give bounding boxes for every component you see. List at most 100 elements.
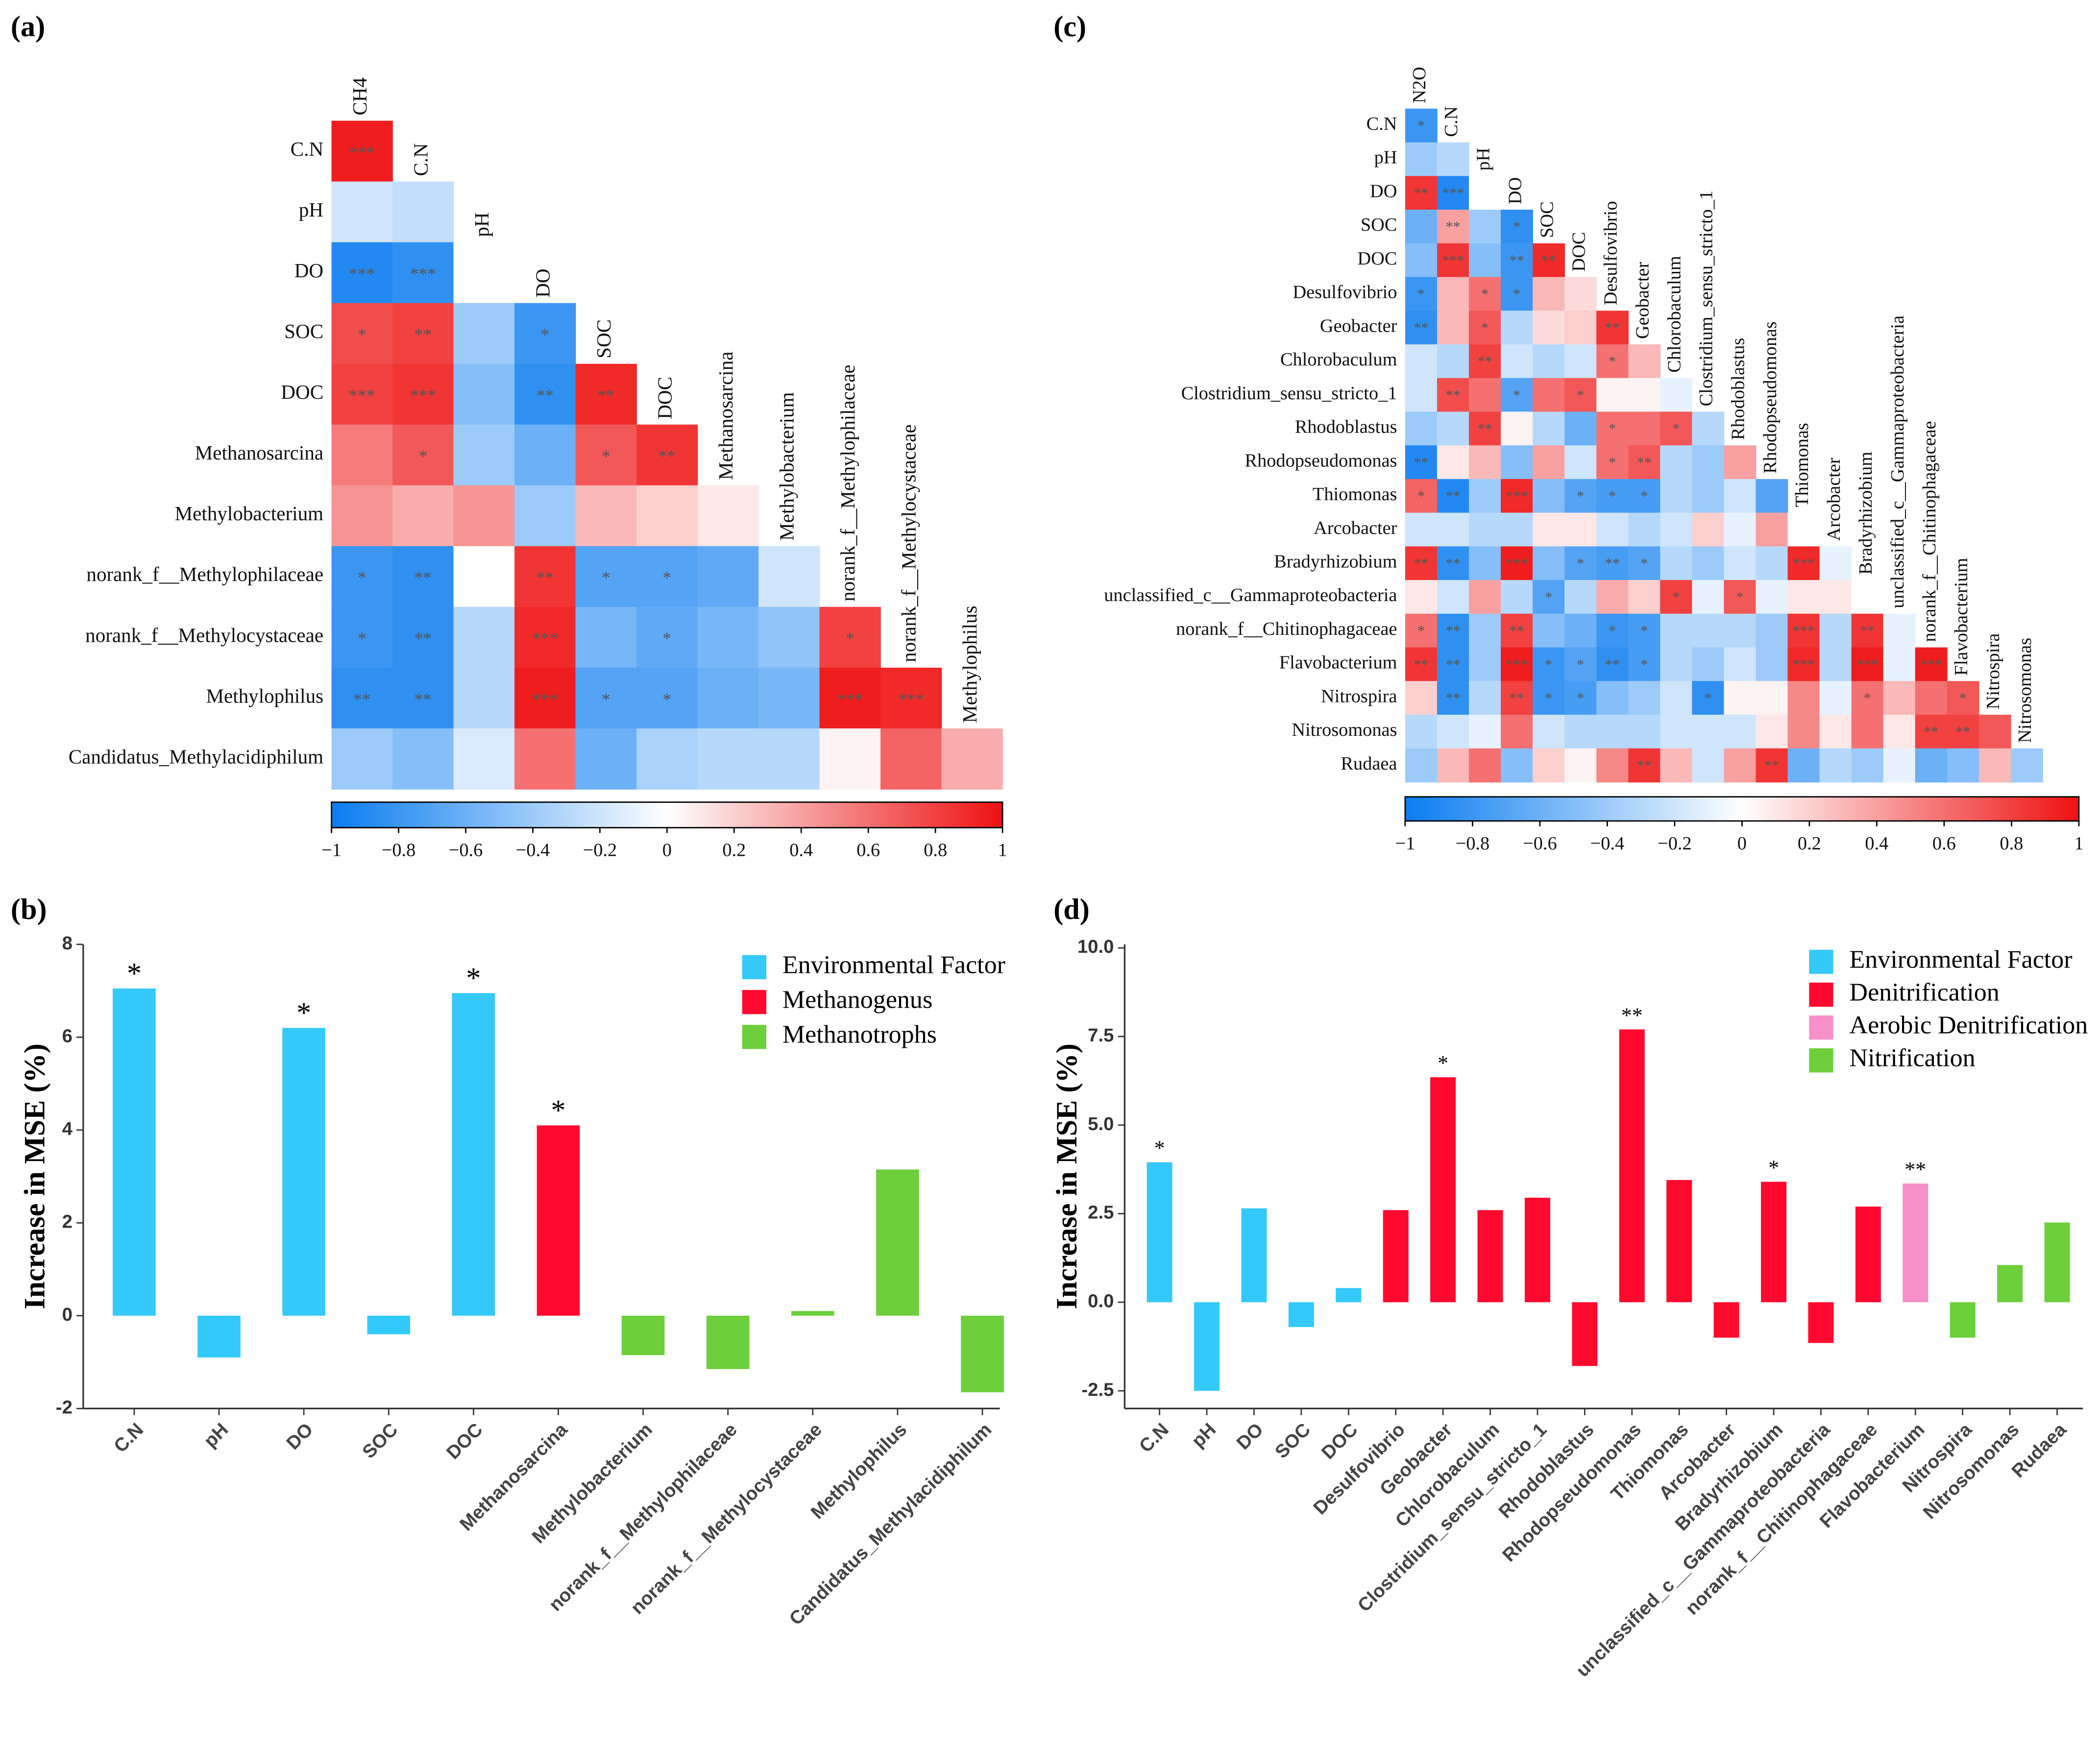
heat-cell — [1851, 580, 1884, 614]
bar — [1336, 1288, 1362, 1303]
bar — [1713, 1302, 1739, 1338]
heat-cell — [1533, 580, 1565, 614]
significance-mark: * — [1417, 623, 1425, 639]
heat-cell — [1501, 411, 1533, 446]
heat-cell — [1660, 748, 1693, 783]
row-label: C.N — [291, 138, 323, 160]
heat-cell — [1628, 378, 1661, 412]
heat-cell — [1915, 715, 1948, 749]
significance-mark: * — [846, 628, 854, 648]
bar — [1666, 1180, 1692, 1303]
significance-mark: * — [540, 325, 549, 344]
heat-cell — [1756, 715, 1788, 749]
significance-mark: ** — [1414, 185, 1428, 201]
x-tick-label: norank_f__Methylophilaceae — [545, 1419, 741, 1616]
heat-cell — [514, 485, 576, 547]
heat-cell — [392, 181, 454, 243]
heat-cell — [1437, 311, 1469, 345]
row-label: Nitrospira — [1321, 686, 1397, 706]
heat-cell — [636, 424, 698, 486]
column-label: Methanosarcina — [714, 351, 737, 480]
heat-cell — [1915, 647, 1948, 682]
colorbar-tick-label: −0.6 — [1523, 833, 1557, 854]
heat-cell — [1533, 445, 1565, 480]
significance-mark: ** — [415, 325, 432, 344]
heat-cell — [331, 424, 393, 486]
heat-cell — [1468, 512, 1501, 547]
bar — [1430, 1077, 1456, 1303]
heat-cell — [1405, 647, 1438, 682]
row-label: Flavobacterium — [1279, 652, 1397, 673]
heat-cell — [1405, 445, 1438, 480]
heat-cell — [392, 303, 454, 364]
significance-mark: ** — [1637, 757, 1652, 773]
heat-cell — [1405, 142, 1438, 177]
heat-cell — [331, 728, 393, 790]
column-label: pH — [470, 212, 493, 237]
heat-cell — [1468, 311, 1501, 345]
heat-cell — [1533, 311, 1565, 345]
heat-cell — [1692, 445, 1725, 480]
heat-cell — [1564, 411, 1597, 446]
heat-cell — [331, 606, 393, 668]
heat-cell — [1501, 243, 1533, 278]
heat-cell — [1596, 445, 1629, 480]
x-tick-label: C.N — [110, 1419, 147, 1457]
heat-cell — [1468, 647, 1501, 682]
row-label: Rudaea — [1341, 753, 1397, 774]
significance-mark: ** — [1605, 656, 1620, 673]
heat-cell — [1851, 715, 1884, 749]
panel-label: (c) — [1053, 10, 1086, 43]
significance-mark: * — [1672, 589, 1680, 605]
heat-cell — [1596, 479, 1629, 513]
column-label: N2O — [1409, 67, 1430, 103]
heat-cell — [453, 546, 515, 607]
significance-mark: ** — [1541, 252, 1556, 268]
x-tick-label: DO — [282, 1419, 317, 1454]
heat-cell — [1437, 344, 1469, 379]
bar — [706, 1315, 750, 1369]
column-label: DO — [1505, 177, 1525, 204]
heat-cell — [758, 546, 820, 607]
heat-cell — [1501, 210, 1533, 244]
y-tick-label: -2.5 — [1081, 1379, 1114, 1400]
x-tick-label: pH — [1188, 1419, 1220, 1452]
heat-cell — [1533, 681, 1565, 715]
heat-cell — [1596, 411, 1629, 446]
bar — [1903, 1184, 1928, 1303]
significance-mark: * — [1417, 488, 1425, 505]
significance-mark: ** — [415, 689, 432, 709]
heat-cell — [1468, 748, 1501, 783]
bar — [1619, 1029, 1645, 1303]
heat-cell — [1819, 613, 1852, 648]
significance-mark: ** — [415, 568, 432, 587]
significance-mark: * — [358, 325, 366, 344]
heat-cell — [1501, 378, 1533, 412]
column-label: SOC — [592, 319, 615, 359]
heat-cell — [1787, 681, 1820, 715]
colorbar-tick-label: 0.4 — [1865, 833, 1888, 854]
significance-mark: * — [1609, 353, 1616, 370]
significance-mark: * — [1577, 387, 1584, 403]
heat-cell — [1596, 311, 1629, 345]
heat-cell — [575, 363, 637, 425]
row-label: norank_f__Methylophilaceae — [86, 563, 323, 585]
heat-cell — [392, 546, 454, 607]
heat-cell — [1756, 546, 1788, 580]
significance-mark: *** — [1506, 656, 1528, 673]
heat-cell — [1564, 681, 1597, 715]
heat-cell — [880, 667, 942, 729]
heat-cell — [392, 485, 454, 547]
significance-mark: * — [1640, 488, 1648, 505]
heat-cell — [1564, 580, 1597, 614]
heat-cell — [1405, 108, 1438, 143]
heat-cell — [1724, 681, 1757, 715]
heat-cell — [636, 485, 698, 547]
heat-cell — [697, 667, 759, 729]
y-tick-label: 4 — [62, 1118, 73, 1139]
column-label: DOC — [1568, 232, 1589, 272]
significance-mark: ** — [1445, 218, 1460, 235]
row-label: Clostridium_sensu_stricto_1 — [1181, 383, 1397, 404]
heat-cell — [1883, 613, 1916, 648]
significance-mark: *** — [532, 628, 558, 648]
